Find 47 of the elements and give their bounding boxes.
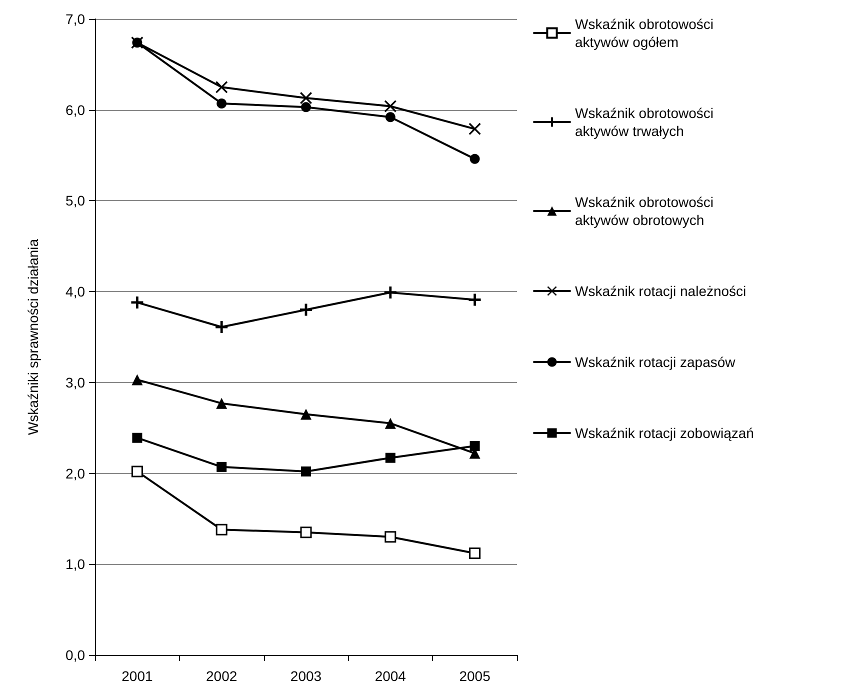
point <box>300 304 312 316</box>
legend-label: Wskaźnik obrotowości aktywów obrotowych <box>575 194 718 228</box>
point <box>385 452 396 463</box>
point <box>301 102 311 112</box>
y-tick-label: 7,0 <box>66 11 86 27</box>
point <box>131 466 143 478</box>
y-tick-label: 3,0 <box>66 374 86 390</box>
y-axis-title: Wskaźniki sprawności działania <box>25 238 41 436</box>
y-tick-label: 1,0 <box>66 556 86 572</box>
point <box>468 122 481 135</box>
y-tick-label: 0,0 <box>66 647 86 663</box>
legend-label: Wskaźnik rotacji należności <box>575 283 746 299</box>
point <box>216 398 228 409</box>
y-tick-label: 4,0 <box>66 284 86 300</box>
legend-label: Wskaźnik rotacji zobowiązań <box>575 425 754 441</box>
point <box>384 418 396 429</box>
point <box>132 374 143 386</box>
point <box>216 98 227 108</box>
legend-label: Wskaźnik obrotowości aktywów trwałych <box>575 105 718 139</box>
point <box>216 321 228 334</box>
x-tick-label: 2005 <box>459 668 491 684</box>
point <box>384 286 396 298</box>
point <box>300 92 312 104</box>
point <box>301 466 311 476</box>
point <box>470 441 480 452</box>
point <box>385 112 396 122</box>
legend-label: Wskaźnik rotacji zapasów <box>575 354 736 370</box>
point <box>469 547 481 559</box>
point <box>468 294 481 306</box>
y-tick-label: 6,0 <box>66 102 86 118</box>
y-tick-label: 5,0 <box>66 192 86 209</box>
x-tick-label: 2003 <box>290 668 322 684</box>
point <box>300 408 312 420</box>
point <box>132 432 142 443</box>
x-tick-label: 2002 <box>206 668 238 684</box>
legend-label: Wskaźnik obrotowości aktywów ogółem <box>575 16 718 50</box>
point <box>216 81 228 94</box>
x-tick-label: 2004 <box>374 668 406 684</box>
point <box>300 526 312 538</box>
point <box>470 154 480 164</box>
y-tick-label: 2,0 <box>66 465 86 482</box>
point <box>131 296 144 308</box>
point <box>384 100 396 112</box>
point <box>384 531 396 543</box>
x-tick-label: 2001 <box>122 668 153 684</box>
point <box>216 524 228 536</box>
point <box>216 462 227 472</box>
